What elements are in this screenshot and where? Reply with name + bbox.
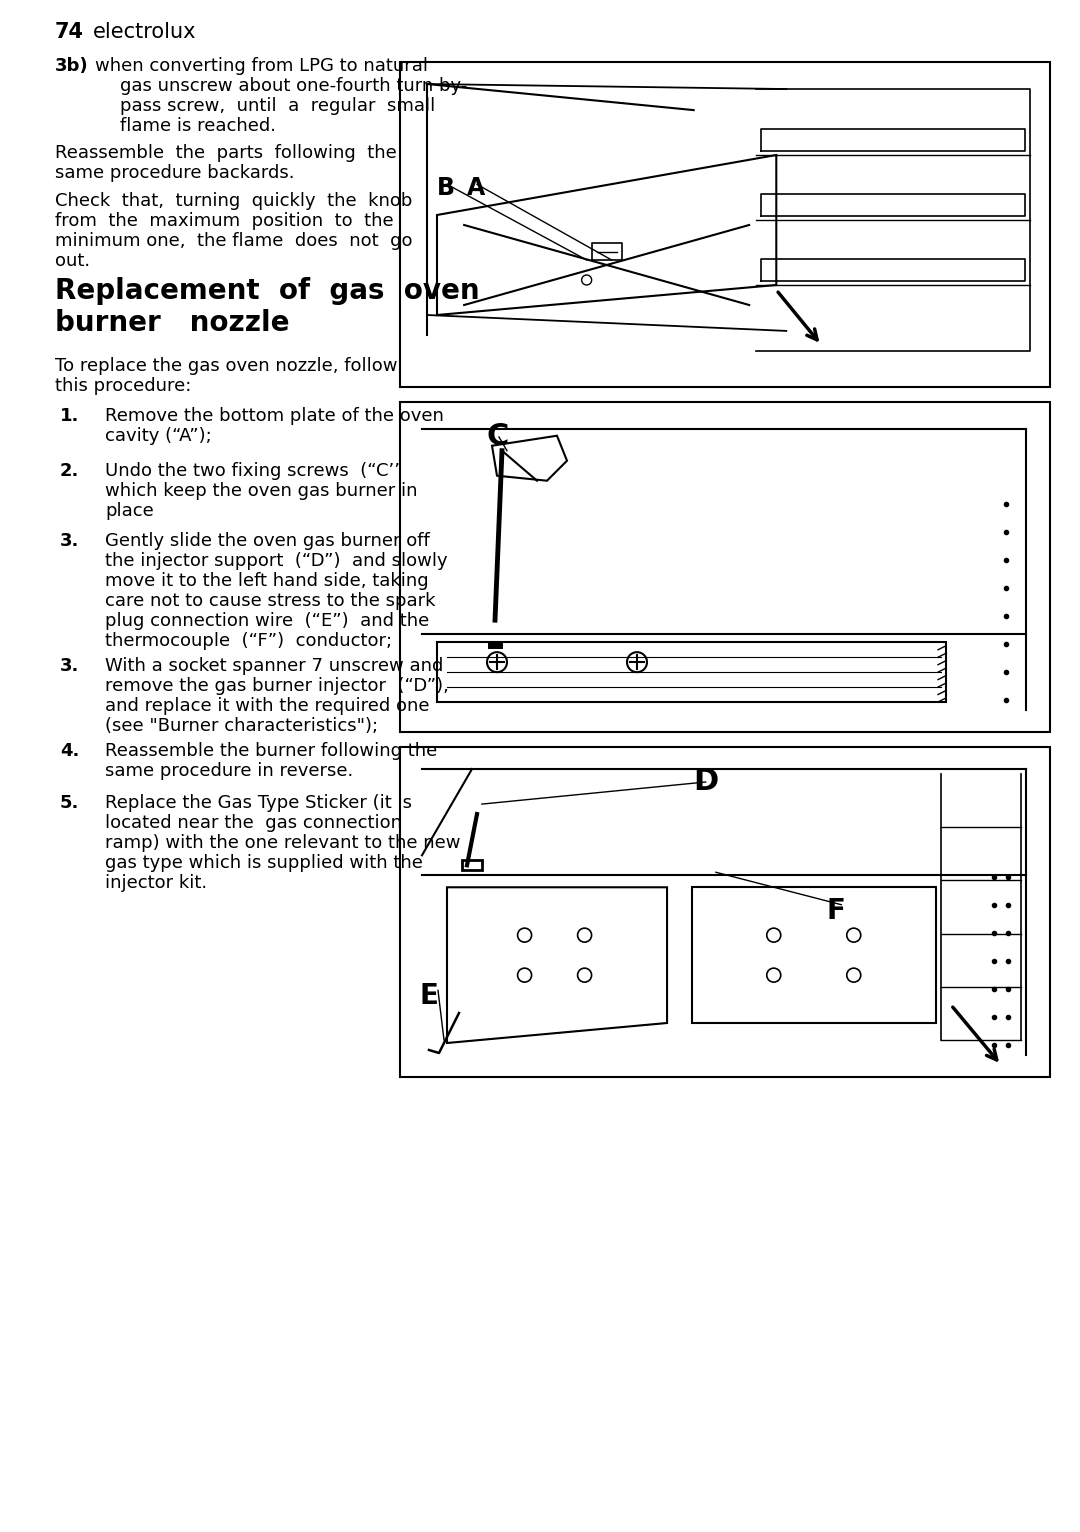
Text: thermocouple  (“F”)  conductor;: thermocouple (“F”) conductor; [105,633,392,650]
Text: (see "Burner characteristics");: (see "Burner characteristics"); [105,717,378,735]
Text: 5.: 5. [60,794,79,812]
Text: electrolux: electrolux [93,21,197,41]
Text: B: B [437,176,455,201]
Text: 74: 74 [55,21,84,41]
Text: from  the  maximum  position  to  the: from the maximum position to the [55,211,393,230]
Text: To replace the gas oven nozzle, follow: To replace the gas oven nozzle, follow [55,357,397,375]
Text: Reassemble  the  parts  following  the: Reassemble the parts following the [55,144,396,162]
Text: 1.: 1. [60,408,79,424]
Text: C: C [487,421,510,450]
Text: and replace it with the required one: and replace it with the required one [105,697,430,715]
Text: plug connection wire  (“E”)  and the: plug connection wire (“E”) and the [105,611,429,630]
Text: remove the gas burner injector  (“D”),: remove the gas burner injector (“D”), [105,677,449,696]
Text: A: A [467,176,485,201]
Text: ramp) with the one relevant to the new: ramp) with the one relevant to the new [105,833,460,852]
Text: place: place [105,502,153,519]
Text: the injector support  (“D”)  and slowly: the injector support (“D”) and slowly [105,552,447,570]
Text: pass screw,  until  a  regular  small: pass screw, until a regular small [120,97,435,115]
Text: Gently slide the oven gas burner off: Gently slide the oven gas burner off [105,532,430,550]
Text: out.: out. [55,251,90,270]
Text: gas type which is supplied with the: gas type which is supplied with the [105,853,423,872]
Bar [400,61,1050,388]
Text: located near the  gas connection: located near the gas connection [105,813,402,832]
Text: Check  that,  turning  quickly  the  knob: Check that, turning quickly the knob [55,192,413,210]
Text: injector kit.: injector kit. [105,873,207,892]
Text: burner   nozzle: burner nozzle [55,309,289,337]
Text: which keep the oven gas burner in: which keep the oven gas burner in [105,483,418,499]
Text: move it to the left hand side, taking: move it to the left hand side, taking [105,571,429,590]
Text: Remove the bottom plate of the oven: Remove the bottom plate of the oven [105,408,444,424]
Text: 3b): 3b) [55,57,89,75]
Text: gas unscrew about one-fourth turn by-: gas unscrew about one-fourth turn by- [120,77,468,95]
Text: 3.: 3. [60,657,79,676]
Text: same procedure backards.: same procedure backards. [55,164,295,182]
Text: same procedure in reverse.: same procedure in reverse. [105,761,353,780]
Text: flame is reached.: flame is reached. [120,116,276,135]
Text: this procedure:: this procedure: [55,377,191,395]
Text: 3.: 3. [60,532,79,550]
Text: Reassemble the burner following the: Reassemble the burner following the [105,741,437,760]
Text: F: F [826,896,846,925]
Text: minimum one,  the flame  does  not  go: minimum one, the flame does not go [55,231,413,250]
Text: 4.: 4. [60,741,79,760]
Text: when converting from LPG to natural: when converting from LPG to natural [95,57,428,75]
Bar [400,401,1050,732]
Text: care not to cause stress to the spark: care not to cause stress to the spark [105,591,435,610]
Text: D: D [693,768,719,797]
Text: Replace the Gas Type Sticker (it is: Replace the Gas Type Sticker (it is [105,794,411,812]
Bar [400,748,1050,1077]
Text: With a socket spanner 7 unscrew and: With a socket spanner 7 unscrew and [105,657,444,676]
Text: cavity (“A”);: cavity (“A”); [105,427,212,444]
Text: Replacement  of  gas  oven: Replacement of gas oven [55,277,480,305]
Text: Undo the two fixing screws  (“C’’: Undo the two fixing screws (“C’’ [105,463,400,480]
Text: E: E [420,982,438,1011]
Text: 2.: 2. [60,463,79,480]
